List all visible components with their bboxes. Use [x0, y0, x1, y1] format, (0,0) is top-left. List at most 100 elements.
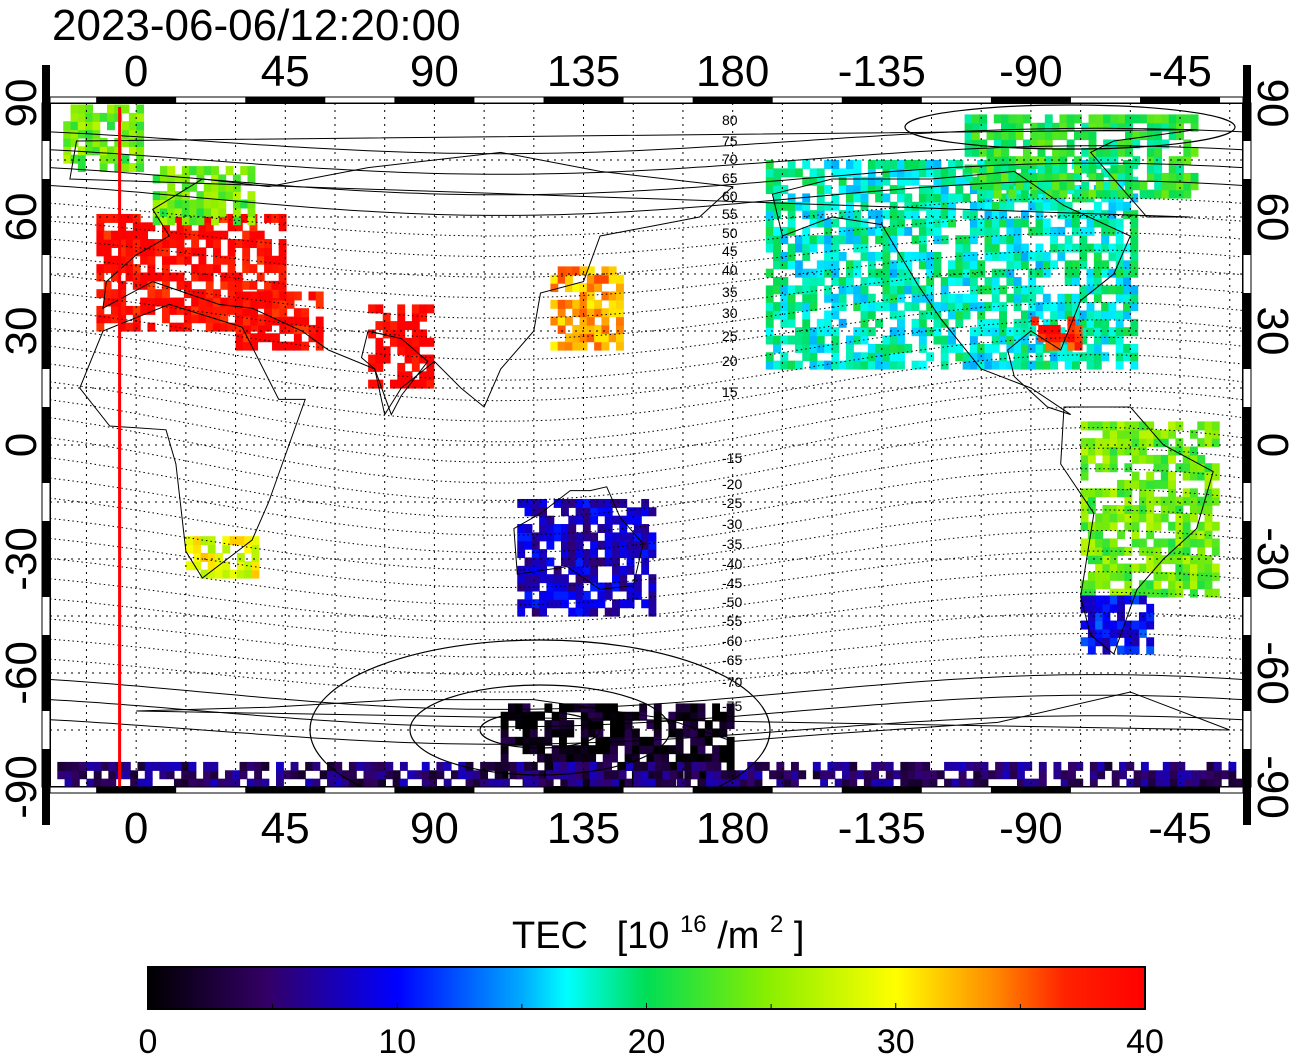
tec-cell — [944, 761, 952, 771]
tec-cell — [293, 291, 302, 301]
tec-cell — [426, 304, 435, 314]
tec-cell — [276, 778, 284, 787]
tec-cell — [639, 736, 648, 746]
tec-cell — [278, 213, 287, 223]
tec-cell — [1044, 114, 1053, 124]
tec-cell — [1124, 421, 1133, 431]
tec-cell — [820, 770, 829, 780]
tec-cell — [1108, 201, 1117, 211]
tec-cell — [993, 164, 1002, 174]
tec-cell — [1153, 479, 1162, 489]
tec-cell — [1153, 454, 1162, 464]
tec-cell — [948, 168, 956, 178]
tec-cell — [867, 343, 876, 353]
tec-cell — [1088, 131, 1097, 141]
tec-cell — [232, 778, 241, 787]
tec-cell — [250, 333, 259, 343]
tec-cell — [128, 121, 137, 131]
tec-cell — [1115, 201, 1124, 211]
tec-cell — [125, 305, 134, 315]
tec-cell — [132, 264, 141, 274]
tec-cell — [639, 711, 648, 721]
tec-cell — [911, 302, 920, 312]
tec-cell — [152, 761, 160, 771]
left-lat-tick-label: -90 — [0, 755, 46, 819]
tec-cell — [889, 201, 898, 211]
tec-cell — [1175, 513, 1184, 523]
tec-cell — [867, 360, 876, 370]
tec-cell — [1095, 628, 1104, 638]
tec-cell — [838, 168, 847, 178]
tec-cell — [940, 302, 949, 312]
tec-cell — [293, 333, 302, 343]
tec-cell — [1109, 521, 1118, 531]
tec-cell — [1006, 335, 1015, 345]
tec-cell — [1109, 463, 1118, 473]
tec-cell — [140, 255, 149, 265]
tec-cell — [1115, 277, 1124, 286]
tec-cell — [612, 565, 620, 575]
tec-cell — [140, 239, 149, 248]
tec-cell — [1022, 147, 1031, 157]
tec-cell — [1117, 114, 1126, 124]
tec-cell — [162, 255, 170, 265]
tec-cell — [1125, 189, 1133, 199]
tec-cell — [816, 260, 825, 270]
tec-cell — [897, 210, 905, 220]
tec-cell — [1108, 310, 1117, 320]
tec-cell — [1102, 454, 1111, 464]
mlat-contour-label: 40 — [722, 262, 738, 278]
tec-cell — [838, 285, 847, 295]
tec-cell — [211, 166, 219, 176]
tec-cell — [348, 761, 357, 771]
tec-cell — [900, 770, 909, 780]
tec-cell — [539, 590, 548, 600]
tec-cell — [176, 247, 185, 257]
tec-cell — [1161, 122, 1170, 132]
tec-cell — [979, 139, 988, 149]
tec-cell — [531, 557, 540, 567]
tec-cell — [582, 607, 591, 617]
tec-cell — [747, 778, 756, 787]
tec-cell — [193, 536, 202, 546]
tec-cell — [70, 121, 79, 131]
tec-cell — [1080, 620, 1089, 630]
mlat-pole-contour — [309, 639, 771, 787]
tec-cell — [1103, 147, 1112, 157]
tec-cell — [1035, 201, 1044, 211]
tec-cell — [203, 778, 211, 787]
tec-cell — [1189, 538, 1198, 548]
tec-cell — [539, 574, 548, 584]
tec-cell — [827, 770, 836, 780]
mlat-contour-label: 35 — [722, 284, 738, 300]
tec-cell — [787, 335, 796, 345]
tec-cell — [668, 720, 677, 730]
tec-cell — [1035, 352, 1044, 362]
tec-cell — [926, 201, 935, 211]
tec-cell — [582, 761, 591, 771]
tec-cell — [1102, 438, 1111, 448]
tec-cell — [626, 540, 635, 550]
tec-cell — [1080, 471, 1089, 481]
tec-cell — [264, 213, 272, 223]
colorbar-ticks: 0 10 20 30 40 — [139, 1003, 1164, 1057]
tec-cell — [1125, 114, 1133, 124]
tec-cell — [1087, 421, 1096, 431]
tec-cell — [1095, 513, 1104, 523]
tec-cell — [465, 770, 474, 780]
tec-cell — [125, 230, 134, 240]
tec-cell — [128, 112, 137, 122]
tec-cell — [522, 711, 531, 721]
tec-cell — [1013, 335, 1022, 345]
tec-cell — [918, 251, 927, 261]
tec-cell — [875, 352, 884, 362]
tec-cell — [1131, 471, 1140, 481]
tec-cell — [191, 289, 200, 299]
tec-cell — [1020, 210, 1029, 220]
tec-cell — [1197, 463, 1206, 473]
tec-cell — [110, 264, 119, 274]
tec-cell — [191, 247, 200, 257]
tec-cell — [1035, 360, 1044, 370]
tec-cell — [1170, 778, 1178, 787]
frame-tick — [990, 97, 1071, 103]
